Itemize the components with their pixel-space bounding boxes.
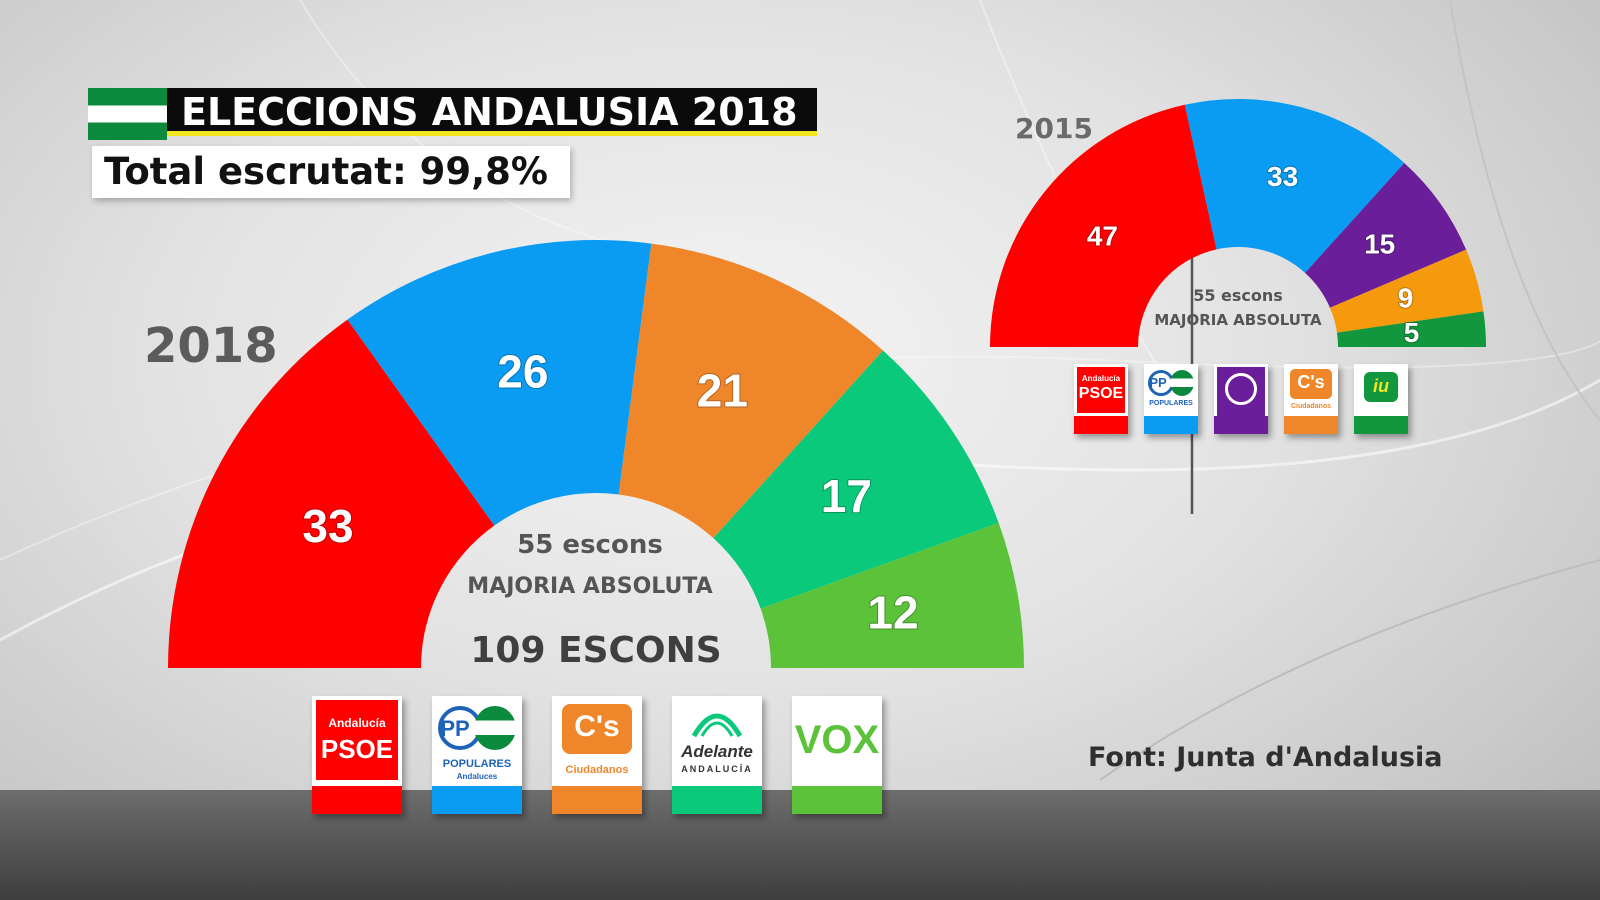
- chart-2015-segment-pp: [1184, 98, 1405, 273]
- page-title: ELECCIONS ANDALUSIA 2018: [167, 88, 817, 136]
- count-progress-label: Total escrutat: 99,8%: [92, 146, 570, 198]
- chart-2015-seats-cs: 9: [1398, 282, 1414, 313]
- chart-2018-seats-adelante: 17: [821, 470, 872, 522]
- andalusia-flag-icon: [88, 88, 167, 140]
- cs-logo-2015: C's Ciudadanos: [1284, 364, 1338, 434]
- chart-2015-majority-seats: 55 escons: [1193, 286, 1283, 305]
- chart-2015-segment-psoe: [990, 104, 1217, 347]
- chart-2015-seats-pp: 33: [1267, 161, 1298, 192]
- chart-2015-segment-iu: [1336, 311, 1486, 347]
- psoe-logo: Andalucía PSOE: [312, 696, 402, 814]
- iu-logo-2015: iu: [1354, 364, 1408, 434]
- chart-2018-segment-adelante: [713, 350, 999, 609]
- chart-2015-majority-label: MAJORIA ABSOLUTA: [1154, 311, 1322, 329]
- pp-logo: PP POPULARES Andaluces: [432, 696, 522, 814]
- pp-logo-2015: PP POPULARES: [1144, 364, 1198, 434]
- podemos-logo-2015: [1214, 364, 1268, 434]
- cs-logo: C's Ciudadanos: [552, 696, 642, 814]
- chart-2018-segment-cs: [618, 243, 883, 539]
- chart-2015-segment-cs: [1329, 249, 1484, 333]
- chart-2015-year: 2015: [1015, 112, 1093, 145]
- chart-2015-seats-iu: 5: [1404, 317, 1420, 348]
- chart-2018-segment-pp: [347, 239, 652, 526]
- chart-2018-seats-psoe: 33: [302, 500, 353, 552]
- chart-2018-majority-label: MAJORIA ABSOLUTA: [467, 574, 713, 599]
- chart-2018-seats-cs: 21: [697, 364, 748, 416]
- chart-2018-segment-vox: [760, 522, 1024, 668]
- source-credit: Font: Junta d'Andalusia: [1088, 742, 1443, 773]
- adelante-logo: Adelante ANDALUCÍA: [672, 696, 762, 814]
- chart-2015-seats-podemos: 15: [1364, 228, 1395, 259]
- chart-2018-year: 2018: [144, 318, 278, 374]
- chart-2018-segment-psoe: [168, 319, 495, 668]
- chart-2018-seats-vox: 12: [867, 586, 918, 638]
- chart-2015-segment-podemos: [1305, 163, 1467, 308]
- chart-2018-total-seats: 109 ESCONS: [470, 630, 722, 671]
- chart-2015-seats-psoe: 47: [1087, 220, 1118, 251]
- chart-2018-seats-pp: 26: [497, 346, 548, 398]
- psoe-logo-2015: Andalucía PSOE: [1074, 364, 1128, 434]
- vox-logo: VOX: [792, 696, 882, 814]
- chart-2018-majority-seats: 55 escons: [517, 530, 663, 560]
